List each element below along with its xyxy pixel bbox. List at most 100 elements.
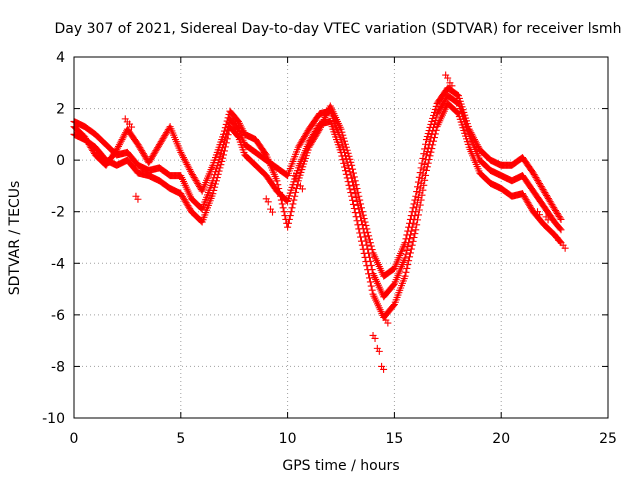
data-marker-track-3 [423, 133, 431, 141]
chart-title: Day 307 of 2021, Sidereal Day-to-day VTE… [55, 21, 622, 37]
data-marker-track-3 [141, 153, 149, 161]
data-marker-track-3 [357, 204, 365, 212]
data-marker-track-2 [429, 141, 437, 149]
data-marker-track-3 [337, 125, 345, 133]
data-marker-track-1 [403, 246, 411, 254]
data-marker-track-3 [155, 142, 163, 150]
data-marker-track-3 [139, 148, 147, 156]
data-marker-track-2 [521, 194, 529, 202]
data-marker-track-1 [297, 139, 305, 147]
data-marker-track-3 [276, 188, 284, 196]
data-marker-track-3 [145, 159, 153, 167]
data-marker-track-2 [360, 249, 368, 257]
data-marker-track-3 [413, 188, 421, 196]
data-marker-track-3 [88, 145, 96, 153]
data-marker-track-3 [339, 131, 347, 139]
data-marker-track-2 [406, 253, 414, 261]
data-marker-track-2 [345, 181, 353, 189]
data-marker-track-3 [364, 228, 372, 236]
data-marker-track-2 [218, 157, 226, 165]
data-marker-outlier [380, 365, 388, 373]
data-marker-track-2 [182, 199, 190, 207]
data-marker-track-3 [537, 183, 545, 191]
y-axis-label: SDTVAR / TECUs [7, 181, 23, 296]
data-marker-track-2 [424, 159, 432, 167]
data-marker-track-3 [193, 178, 201, 186]
data-marker-track-2 [357, 237, 365, 245]
data-marker-track-3 [368, 246, 376, 254]
data-marker-track-2 [405, 257, 413, 265]
data-marker-track-3 [529, 169, 537, 177]
data-marker-track-3 [285, 215, 293, 223]
data-marker-track-2 [410, 234, 418, 241]
data-marker-track-3 [275, 185, 283, 193]
data-marker-outlier [375, 347, 383, 355]
data-marker-track-3 [152, 147, 160, 155]
data-marker-track-2 [423, 163, 431, 171]
data-marker-track-3 [83, 137, 91, 145]
y-tick-label: 0 [56, 153, 65, 169]
data-marker-track-2 [338, 152, 346, 160]
data-marker-track-2 [431, 130, 439, 138]
data-marker-track-3 [454, 91, 462, 99]
data-marker-track-3 [291, 192, 299, 200]
data-marker-track-2 [363, 262, 371, 270]
data-marker-track-2 [184, 202, 192, 210]
data-marker-track-2 [430, 137, 438, 145]
data-marker-track-3 [195, 181, 203, 189]
data-marker-track-3 [366, 239, 374, 247]
y-tick-label: -6 [51, 308, 65, 324]
data-marker-track-3 [87, 143, 95, 151]
data-marker-track-3 [543, 192, 551, 200]
data-marker-track-2 [183, 200, 191, 208]
data-marker-track-3 [120, 132, 128, 140]
data-marker-track-3 [310, 134, 318, 142]
data-marker-track-3 [342, 143, 350, 151]
data-marker-track-3 [534, 177, 542, 185]
x-tick-label: 10 [279, 431, 297, 447]
data-marker-track-3 [429, 114, 437, 122]
data-marker-track-3 [536, 181, 544, 189]
data-marker-track-3 [187, 169, 195, 177]
data-marker-track-2 [418, 191, 426, 199]
data-marker-track-2 [212, 180, 220, 188]
data-marker-track-2 [340, 159, 348, 167]
data-marker-track-2 [177, 190, 185, 198]
data-marker-track-2 [527, 203, 535, 211]
y-tick-label: 2 [56, 102, 65, 118]
data-marker-track-2 [365, 270, 373, 278]
data-marker-track-3 [138, 147, 146, 155]
data-marker-track-2 [341, 163, 349, 171]
data-marker-track-2 [359, 245, 367, 253]
data-marker-track-3 [81, 133, 89, 141]
data-marker-track-3 [402, 235, 410, 243]
data-marker-track-3 [351, 177, 359, 185]
data-marker-outlier [264, 198, 272, 206]
data-marker-track-2 [414, 216, 422, 224]
data-marker-track-2 [407, 245, 415, 253]
data-marker-track-3 [470, 134, 478, 142]
data-marker-track-3 [162, 130, 170, 138]
data-marker-track-3 [465, 125, 473, 133]
data-marker-track-3 [115, 142, 122, 150]
data-marker-track-3 [82, 136, 90, 144]
data-marker-track-3 [308, 139, 316, 147]
data-marker-track-2 [526, 202, 534, 210]
data-marker-track-3 [356, 196, 364, 204]
data-marker-track-3 [341, 140, 349, 148]
data-marker-track-3 [535, 178, 543, 186]
data-marker-track-3 [422, 136, 430, 144]
data-marker-track-3 [347, 158, 355, 166]
data-marker-track-3 [535, 180, 543, 188]
data-marker-track-3 [179, 154, 187, 162]
data-marker-track-3 [422, 140, 430, 148]
data-marker-track-2 [519, 191, 527, 199]
data-marker-track-2 [406, 249, 414, 257]
y-tick-label: -2 [51, 205, 65, 221]
data-marker-track-3 [416, 169, 424, 177]
data-marker-track-2 [214, 170, 222, 178]
data-marker-track-3 [306, 142, 314, 150]
data-marker-track-3 [115, 141, 123, 149]
data-marker-track-3 [349, 165, 357, 173]
data-marker-track-3 [163, 129, 171, 137]
